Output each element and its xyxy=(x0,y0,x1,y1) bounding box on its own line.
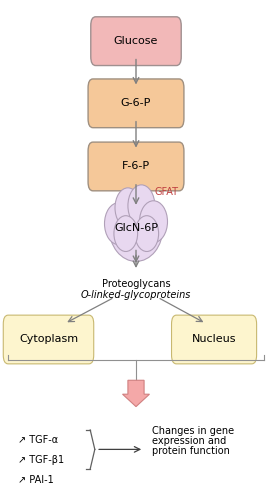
Text: Cytoplasm: Cytoplasm xyxy=(19,334,78,344)
Text: Proteoglycans: Proteoglycans xyxy=(102,279,170,289)
Text: Nucleus: Nucleus xyxy=(192,334,236,344)
Ellipse shape xyxy=(109,194,163,262)
Text: GlcN-6P: GlcN-6P xyxy=(114,222,158,232)
Ellipse shape xyxy=(114,216,138,252)
Text: ↗ PAI-1: ↗ PAI-1 xyxy=(17,474,53,484)
FancyArrow shape xyxy=(123,380,149,406)
FancyBboxPatch shape xyxy=(88,142,184,191)
Text: G-6-P: G-6-P xyxy=(121,98,151,108)
Ellipse shape xyxy=(135,216,159,252)
Ellipse shape xyxy=(115,188,141,228)
Text: protein function: protein function xyxy=(152,446,230,456)
FancyBboxPatch shape xyxy=(172,315,256,364)
Text: Glucose: Glucose xyxy=(114,36,158,46)
FancyBboxPatch shape xyxy=(91,17,181,66)
FancyBboxPatch shape xyxy=(3,315,94,364)
Text: O-linked-glycoproteins: O-linked-glycoproteins xyxy=(81,290,191,300)
Text: ↗ TGF-α: ↗ TGF-α xyxy=(17,435,58,445)
Ellipse shape xyxy=(104,203,132,244)
Text: Changes in gene: Changes in gene xyxy=(152,426,234,436)
Text: F-6-P: F-6-P xyxy=(122,162,150,172)
Ellipse shape xyxy=(128,185,155,226)
FancyBboxPatch shape xyxy=(88,79,184,128)
Text: GFAT: GFAT xyxy=(155,188,179,198)
Text: ↗ TGF-β1: ↗ TGF-β1 xyxy=(17,455,64,465)
Text: expression and: expression and xyxy=(152,436,226,446)
Ellipse shape xyxy=(140,201,168,242)
